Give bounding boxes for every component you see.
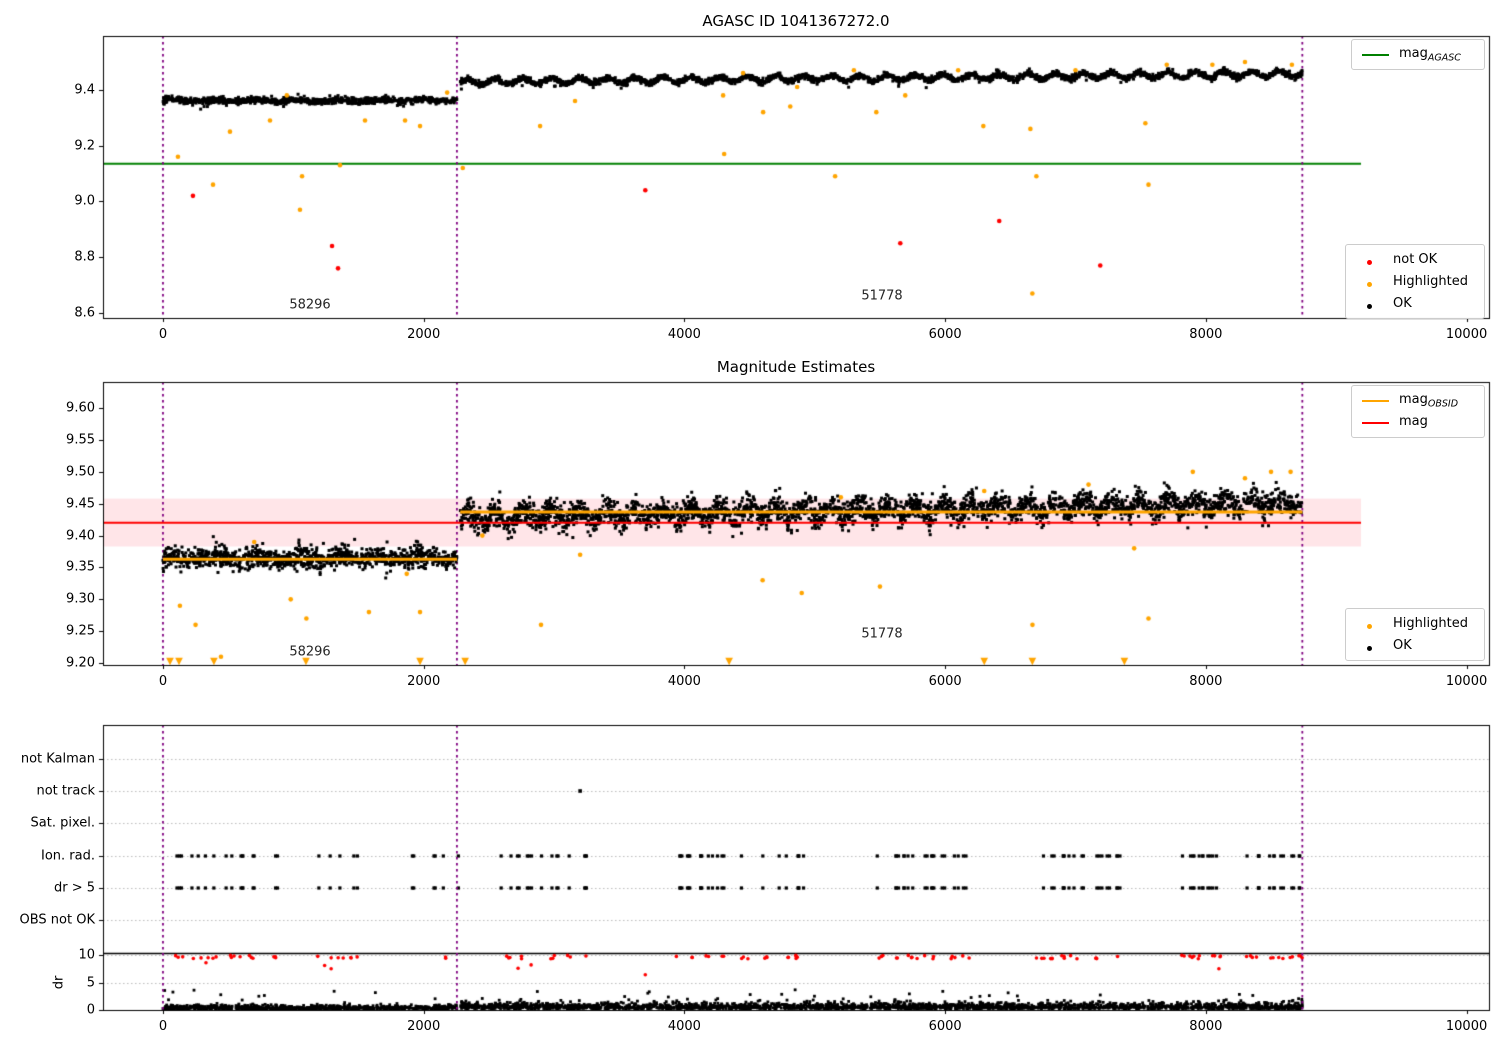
y-tick-label-middle-plot: 9.30 [66, 591, 95, 607]
obsid-annotation-51778-top: 51778 [861, 288, 903, 304]
dr-tick-label: 10 [78, 947, 95, 963]
legend-top-points: not OK Highlighted OK [1345, 244, 1485, 319]
x-tick-label: 6000 [928, 327, 962, 342]
highlighted-dot-swatch-mid [1356, 614, 1383, 633]
flag-category-label: not Kalman [20, 751, 95, 767]
x-tick-label: 2000 [407, 1019, 441, 1034]
x-tick-label: 0 [158, 1019, 168, 1034]
legend-mag-obsid: magOBSID mag [1351, 385, 1485, 438]
mag-line-swatch [1362, 421, 1389, 424]
legend-entry-highlighted: Highlighted [1356, 272, 1474, 291]
y-tick-label-middle-plot: 9.55 [66, 432, 95, 448]
x-tick-label: 8000 [1189, 674, 1223, 689]
middle-plot-title: Magnitude Estimates [716, 358, 876, 376]
x-tick-label: 8000 [1189, 1019, 1223, 1034]
legend-entry-ok: OK [1356, 294, 1474, 313]
x-tick-label: 4000 [667, 1019, 701, 1034]
flag-category-label: Ion. rad. [41, 848, 95, 864]
legend-mag-agasc: magAGASC [1351, 39, 1485, 70]
y-tick-label-middle-plot: 9.60 [66, 400, 95, 416]
x-tick-label: 2000 [407, 327, 441, 342]
x-tick-label: 0 [158, 327, 168, 342]
x-tick-label: 4000 [667, 674, 701, 689]
y-tick-label-top-plot: 9.4 [74, 82, 95, 98]
x-tick-label: 6000 [928, 674, 962, 689]
dr-tick-label: 5 [86, 975, 95, 990]
x-tick-label: 10000 [1445, 1019, 1488, 1034]
legend-label-mag-obsid: magOBSID [1399, 391, 1459, 410]
y-tick-label-middle-plot: 9.40 [66, 528, 95, 544]
x-tick-label: 6000 [928, 1019, 962, 1034]
flag-category-label: dr > 5 [53, 880, 95, 896]
x-tick-label: 2000 [407, 674, 441, 689]
x-tick-label: 4000 [667, 327, 701, 342]
y-tick-label-middle-plot: 9.25 [66, 623, 95, 639]
y-tick-label-middle-plot: 9.45 [66, 496, 95, 512]
flag-category-label: OBS not OK [19, 912, 96, 928]
dr-axis-label: dr [51, 975, 67, 990]
x-tick-label: 0 [158, 674, 168, 689]
mag-obsid-line-swatch [1362, 399, 1389, 402]
y-tick-label-top-plot: 8.6 [74, 305, 95, 321]
legend-entry-ok-mid: OK [1356, 636, 1474, 655]
y-tick-label-middle-plot: 9.20 [66, 655, 95, 671]
highlighted-dot-swatch [1356, 272, 1383, 291]
legend-entry-mag-obsid: magOBSID [1362, 391, 1474, 410]
x-tick-label: 10000 [1445, 327, 1488, 342]
obsid-annotation-58296-middle: 58296 [289, 644, 331, 660]
legend-entry-mag: mag [1362, 413, 1474, 432]
legend-entry-highlighted-mid: Highlighted [1356, 614, 1474, 633]
dr-tick-label: 0 [86, 1002, 95, 1018]
y-tick-label-middle-plot: 9.35 [66, 559, 95, 575]
legend-label-highlighted: Highlighted [1393, 274, 1468, 289]
obsid-annotation-51778-middle: 51778 [861, 626, 903, 642]
legend-middle-points: Highlighted OK [1345, 608, 1485, 661]
x-tick-label: 8000 [1189, 327, 1223, 342]
y-tick-label-top-plot: 9.2 [74, 138, 95, 154]
legend-label-mag-agasc: magAGASC [1399, 45, 1461, 64]
x-tick-label: 10000 [1445, 674, 1488, 689]
y-tick-label-top-plot: 8.8 [74, 249, 95, 265]
legend-label-ok: OK [1393, 296, 1412, 311]
legend-label-ok-mid: OK [1393, 638, 1412, 653]
legend-label-not-ok: not OK [1393, 252, 1438, 267]
top-plot-title: AGASC ID 1041367272.0 [702, 12, 890, 30]
legend-label-mag: mag [1399, 413, 1428, 429]
mag-agasc-line-swatch [1362, 53, 1389, 56]
legend-entry-mag-agasc: magAGASC [1362, 45, 1474, 64]
obsid-annotation-58296-top: 58296 [289, 297, 331, 313]
y-tick-label-top-plot: 9.0 [74, 193, 95, 209]
ok-dot-swatch [1356, 294, 1383, 313]
flag-category-label: Sat. pixel. [30, 815, 95, 831]
not-ok-dot-swatch [1356, 250, 1383, 269]
legend-entry-not-ok: not OK [1356, 250, 1474, 269]
legend-label-highlighted-mid: Highlighted [1393, 616, 1468, 631]
flag-category-label: not track [36, 783, 95, 799]
y-tick-label-middle-plot: 9.50 [66, 464, 95, 480]
ok-dot-swatch-mid [1356, 636, 1383, 655]
